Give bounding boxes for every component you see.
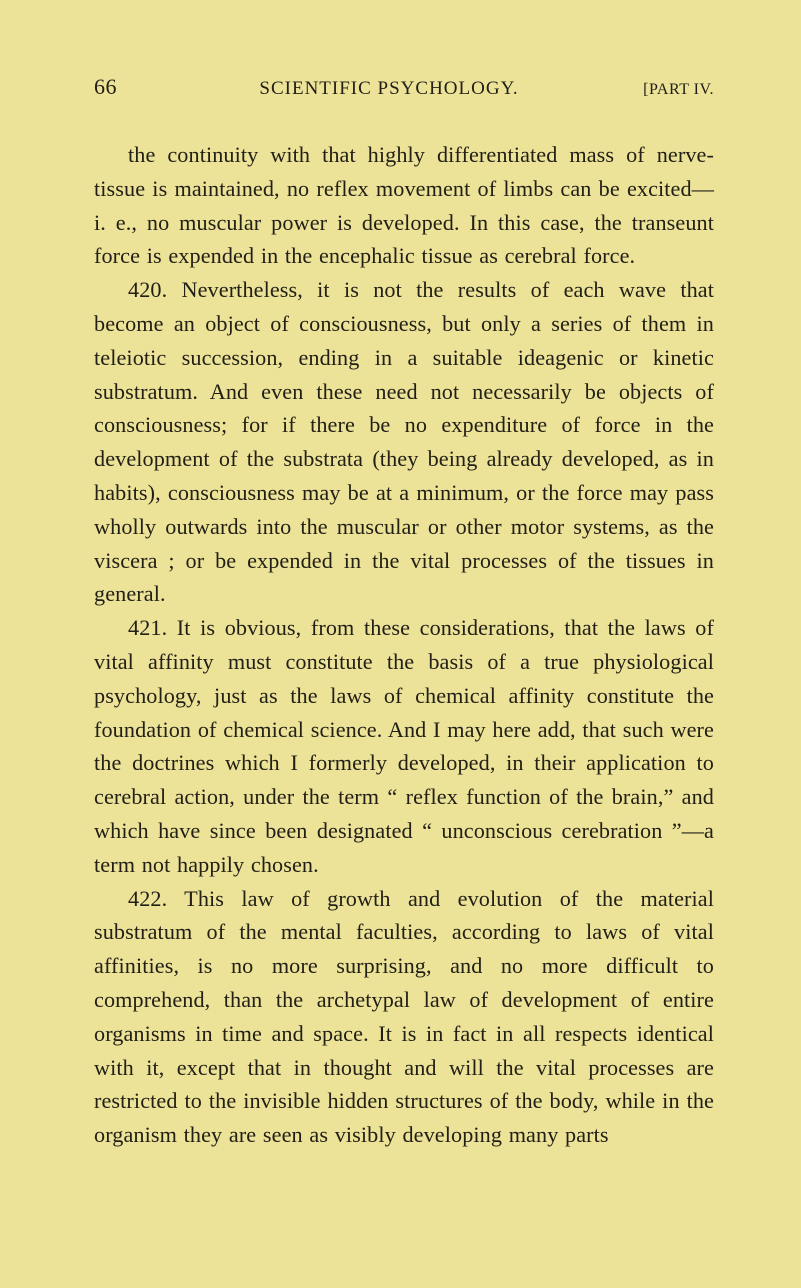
paragraph-1: the continuity with that highly differen… [94,138,714,273]
running-header: 66 SCIENTIFIC PSYCHOLOGY. [PART IV. [94,74,714,100]
body-text: the continuity with that highly differen… [94,138,714,1152]
part-label: [PART IV. [624,81,714,99]
running-title: SCIENTIFIC PSYCHOLOGY. [154,78,624,100]
paragraph-2: 420. Nevertheless, it is not the results… [94,273,714,611]
paragraph-3: 421. It is obvious, from these considera… [94,611,714,881]
paragraph-4: 422. This law of growth and evolution of… [94,882,714,1152]
page-number: 66 [94,74,154,100]
page-66: 66 SCIENTIFIC PSYCHOLOGY. [PART IV. the … [94,74,714,1152]
